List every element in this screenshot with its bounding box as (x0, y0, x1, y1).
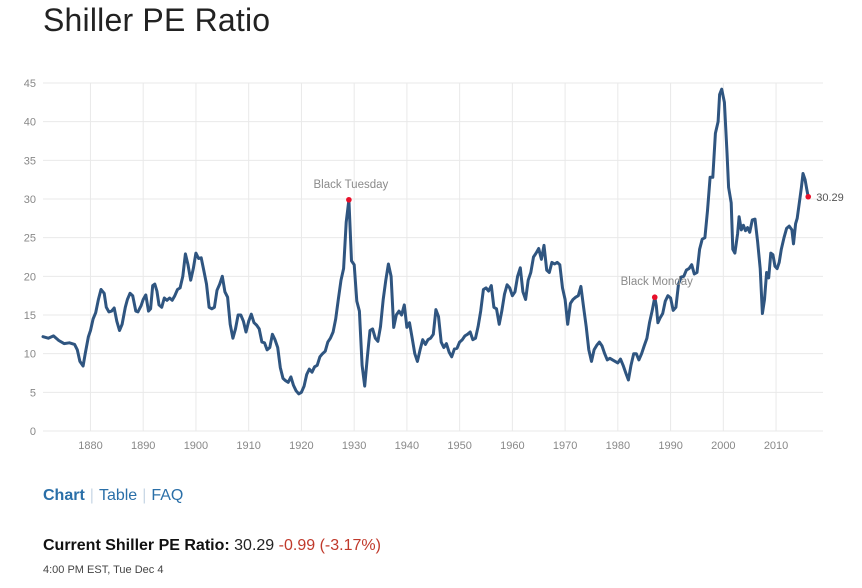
x-tick-label: 1980 (606, 440, 630, 452)
x-tick-label: 1910 (236, 440, 260, 452)
x-tick-label: 2000 (711, 440, 735, 452)
current-ratio-value: 30.29 (234, 537, 275, 554)
y-tick-label: 25 (24, 233, 36, 245)
y-tick-label: 45 (24, 78, 36, 90)
timestamp: 4:00 PM EST, Tue Dec 4 (43, 564, 164, 576)
tab-separator: | (89, 487, 94, 504)
y-tick-label: 5 (30, 387, 36, 399)
tab-chart[interactable]: Chart (43, 487, 85, 504)
current-ratio-label: Current Shiller PE Ratio: (43, 537, 230, 554)
tab-separator: | (142, 487, 147, 504)
current-ratio-change: -0.99 (-3.17%) (278, 537, 381, 554)
y-tick-label: 20 (24, 271, 36, 283)
y-tick-label: 15 (24, 310, 36, 322)
view-tabs: Chart | Table | FAQ (43, 487, 183, 505)
latest-value-label: 30.29 (816, 192, 844, 204)
x-tick-label: 1950 (447, 440, 471, 452)
tab-faq[interactable]: FAQ (151, 487, 184, 504)
x-tick-label: 1960 (500, 440, 524, 452)
x-tick-label: 1880 (78, 440, 102, 452)
x-tick-label: 1990 (658, 440, 682, 452)
y-tick-label: 40 (24, 117, 36, 129)
page-title: Shiller PE Ratio (43, 2, 271, 38)
y-tick-label: 0 (30, 426, 36, 438)
shiller-pe-line-chart: 0 5 10 15 20 25 30 35 40 45 1880 1890 1900 1910 1920 19… (24, 78, 844, 452)
latest-value-marker (805, 193, 812, 200)
event-marker (651, 294, 658, 301)
x-tick-label: 1930 (342, 440, 366, 452)
event-label: Black Monday (621, 276, 693, 288)
tab-table[interactable]: Table (98, 487, 138, 504)
x-tick-label: 1920 (289, 440, 313, 452)
y-tick-label: 35 (24, 155, 36, 167)
series-line-shiller-pe (41, 87, 810, 396)
x-tick-label: 1940 (395, 440, 419, 452)
y-tick-label: 30 (24, 194, 36, 206)
event-label: Black Tuesday (313, 179, 388, 191)
x-tick-label: 1890 (131, 440, 155, 452)
event-marker (346, 196, 352, 203)
x-tick-label: 1900 (184, 440, 208, 452)
x-tick-label: 1970 (553, 440, 577, 452)
y-tick-label: 10 (24, 349, 36, 361)
current-ratio: Current Shiller PE Ratio: 30.29 -0.99 (-… (43, 537, 381, 555)
x-tick-label: 2010 (764, 440, 788, 452)
